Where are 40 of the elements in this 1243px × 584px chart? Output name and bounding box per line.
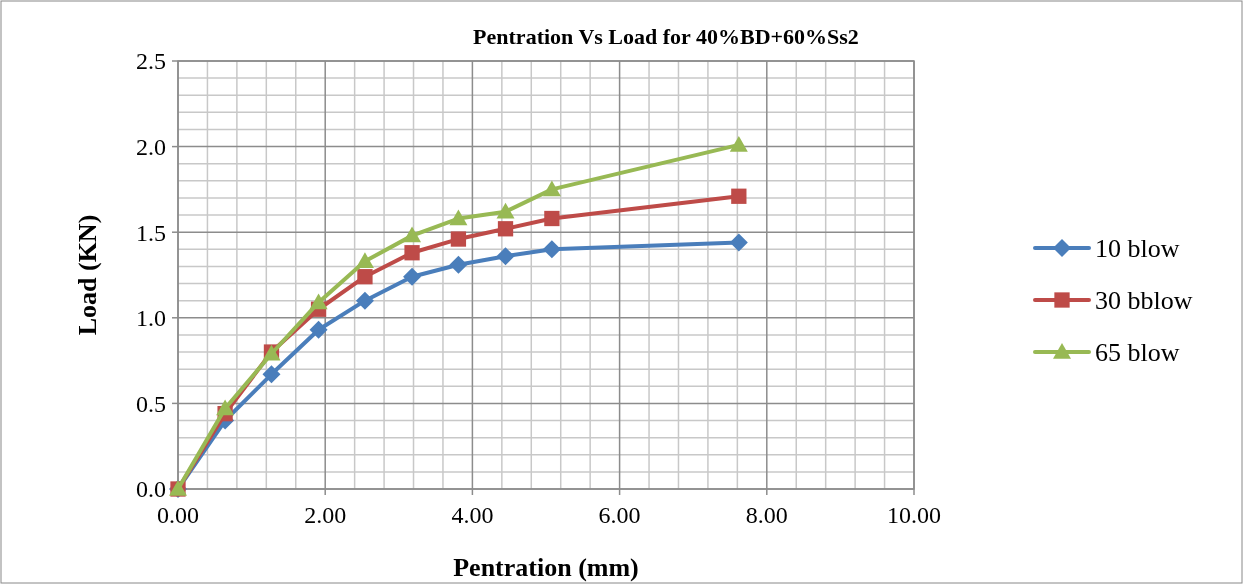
point <box>496 247 515 266</box>
y-tick-label: 2.0 <box>136 134 166 160</box>
point <box>309 293 328 310</box>
point <box>542 180 561 197</box>
x-axis-title: Pentration (mm) <box>453 553 639 582</box>
legend-label: 10 blow <box>1095 234 1180 264</box>
chart-title: Pentration Vs Load for 40%BD+60%Ss2 <box>473 24 859 49</box>
y-tick-label: 0.0 <box>136 476 166 503</box>
y-axis-title: Load (KN) <box>73 214 102 336</box>
point <box>542 240 561 259</box>
y-tick-label: 2.5 <box>136 48 166 75</box>
y-tick-label: 1.5 <box>136 219 166 246</box>
point <box>497 221 514 237</box>
legend-label: 65 blow <box>1095 338 1180 368</box>
point <box>355 252 374 269</box>
point <box>496 202 515 219</box>
point <box>403 226 422 243</box>
point <box>355 291 374 310</box>
point <box>403 267 422 286</box>
y-tick-label: 0.5 <box>136 390 166 417</box>
x-tick-label: 8.00 <box>745 502 788 528</box>
point <box>357 269 373 285</box>
point <box>262 365 281 384</box>
x-tick-label: 0.00 <box>157 502 199 528</box>
x-tick-label: 10.00 <box>887 502 941 528</box>
point <box>449 255 468 274</box>
point <box>544 210 560 227</box>
point <box>309 320 328 339</box>
x-tick-label: 4.00 <box>451 502 494 528</box>
y-tick-label: 1.0 <box>136 305 166 332</box>
point <box>729 135 748 152</box>
point <box>216 399 235 416</box>
point <box>449 209 468 226</box>
point <box>404 245 420 261</box>
x-tick-label: 2.00 <box>304 502 347 528</box>
point <box>450 231 467 247</box>
point <box>731 188 747 204</box>
x-tick-label: 6.00 <box>598 502 641 528</box>
legend-label: 30 bblow <box>1095 286 1193 316</box>
point <box>729 233 748 252</box>
